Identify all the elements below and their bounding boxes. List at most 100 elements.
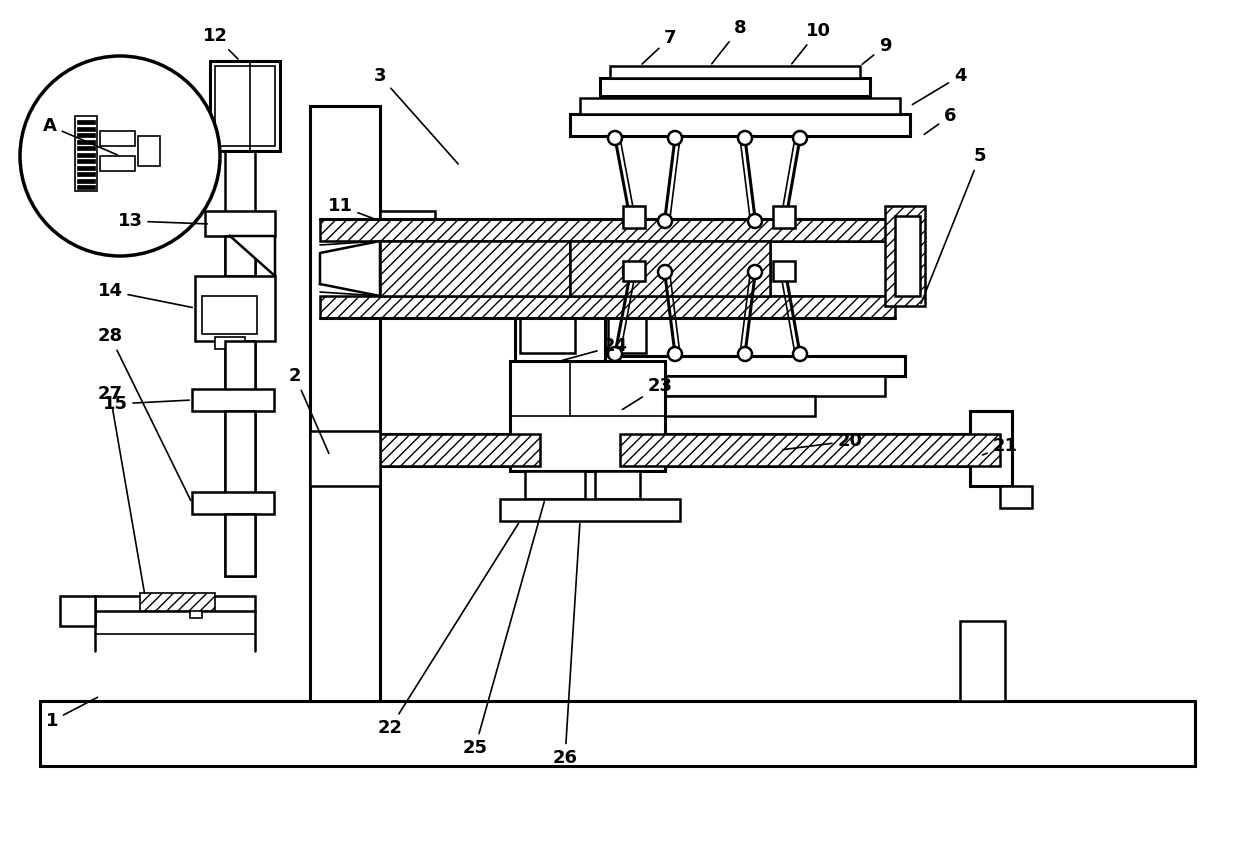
Text: 15: 15 bbox=[103, 395, 190, 413]
Text: 1: 1 bbox=[46, 697, 98, 730]
Circle shape bbox=[779, 265, 794, 279]
Bar bbox=[140, 593, 215, 611]
Bar bbox=[999, 486, 1032, 508]
Text: 2: 2 bbox=[289, 367, 329, 454]
Bar bbox=[320, 219, 895, 241]
Bar bbox=[595, 376, 885, 396]
Circle shape bbox=[748, 265, 763, 279]
Bar bbox=[60, 596, 95, 626]
Bar bbox=[77, 146, 95, 150]
Bar bbox=[500, 499, 680, 521]
Bar bbox=[210, 61, 280, 151]
Bar bbox=[77, 172, 95, 176]
Bar bbox=[224, 411, 255, 506]
Polygon shape bbox=[229, 236, 275, 276]
Bar bbox=[622, 261, 645, 281]
Bar bbox=[320, 296, 895, 318]
Circle shape bbox=[668, 131, 682, 145]
Circle shape bbox=[20, 56, 219, 256]
Bar bbox=[100, 156, 135, 171]
Bar bbox=[224, 514, 255, 576]
Bar bbox=[885, 206, 925, 306]
Circle shape bbox=[794, 347, 807, 361]
Text: 23: 23 bbox=[622, 377, 672, 410]
Circle shape bbox=[608, 347, 622, 361]
Text: 8: 8 bbox=[712, 19, 746, 64]
Circle shape bbox=[668, 347, 682, 361]
Bar bbox=[510, 361, 665, 471]
Text: 26: 26 bbox=[553, 524, 580, 767]
Circle shape bbox=[658, 265, 672, 279]
Bar bbox=[100, 131, 135, 146]
Bar bbox=[215, 337, 246, 349]
Bar bbox=[575, 356, 905, 376]
Bar bbox=[610, 66, 861, 78]
Bar bbox=[379, 241, 570, 296]
Bar bbox=[620, 396, 815, 416]
Polygon shape bbox=[320, 241, 379, 296]
Circle shape bbox=[738, 347, 751, 361]
Bar bbox=[570, 241, 770, 296]
Bar bbox=[379, 434, 539, 466]
Bar bbox=[525, 471, 585, 499]
Bar bbox=[192, 492, 274, 514]
Circle shape bbox=[794, 131, 807, 145]
Text: 12: 12 bbox=[202, 27, 238, 59]
Bar bbox=[74, 116, 97, 191]
Text: 28: 28 bbox=[98, 327, 191, 501]
Bar bbox=[77, 120, 95, 124]
Bar bbox=[515, 303, 605, 361]
Text: 25: 25 bbox=[463, 501, 544, 757]
Text: 9: 9 bbox=[862, 37, 892, 64]
Bar bbox=[895, 216, 920, 296]
Bar bbox=[580, 98, 900, 114]
Bar bbox=[608, 315, 646, 353]
Text: 3: 3 bbox=[373, 67, 458, 164]
Bar bbox=[224, 126, 255, 576]
Bar bbox=[77, 178, 95, 183]
Text: 20: 20 bbox=[782, 432, 863, 450]
Text: 22: 22 bbox=[377, 523, 518, 737]
Text: 21: 21 bbox=[982, 437, 1018, 455]
Bar bbox=[205, 211, 275, 236]
Bar bbox=[202, 296, 257, 334]
Circle shape bbox=[608, 131, 622, 145]
Bar bbox=[970, 411, 1012, 486]
Bar bbox=[77, 126, 95, 131]
Text: 27: 27 bbox=[98, 385, 145, 593]
Bar bbox=[77, 152, 95, 157]
Text: 5: 5 bbox=[921, 147, 986, 303]
Bar bbox=[77, 133, 95, 137]
Bar bbox=[595, 471, 640, 499]
Bar bbox=[770, 241, 895, 296]
Circle shape bbox=[622, 214, 637, 228]
Bar bbox=[310, 431, 379, 486]
Bar bbox=[215, 66, 275, 146]
Bar bbox=[620, 434, 999, 466]
Bar bbox=[138, 136, 160, 166]
Circle shape bbox=[779, 214, 794, 228]
Bar bbox=[310, 106, 379, 701]
Bar bbox=[224, 341, 255, 406]
Bar bbox=[960, 621, 1004, 701]
Text: 6: 6 bbox=[924, 107, 956, 134]
Bar bbox=[622, 206, 645, 228]
Bar bbox=[77, 165, 95, 170]
Circle shape bbox=[748, 214, 763, 228]
Bar bbox=[773, 261, 795, 281]
Bar bbox=[95, 596, 255, 611]
Bar bbox=[379, 211, 435, 256]
Bar bbox=[40, 701, 1195, 766]
Bar bbox=[77, 159, 95, 163]
Bar bbox=[570, 114, 910, 136]
Bar bbox=[195, 276, 275, 341]
Text: 10: 10 bbox=[791, 22, 831, 64]
Bar bbox=[520, 311, 575, 353]
Text: 24: 24 bbox=[563, 337, 627, 360]
Circle shape bbox=[622, 265, 637, 279]
Bar bbox=[773, 206, 795, 228]
Circle shape bbox=[738, 131, 751, 145]
Circle shape bbox=[658, 214, 672, 228]
Bar bbox=[77, 139, 95, 144]
Text: 13: 13 bbox=[118, 212, 207, 230]
